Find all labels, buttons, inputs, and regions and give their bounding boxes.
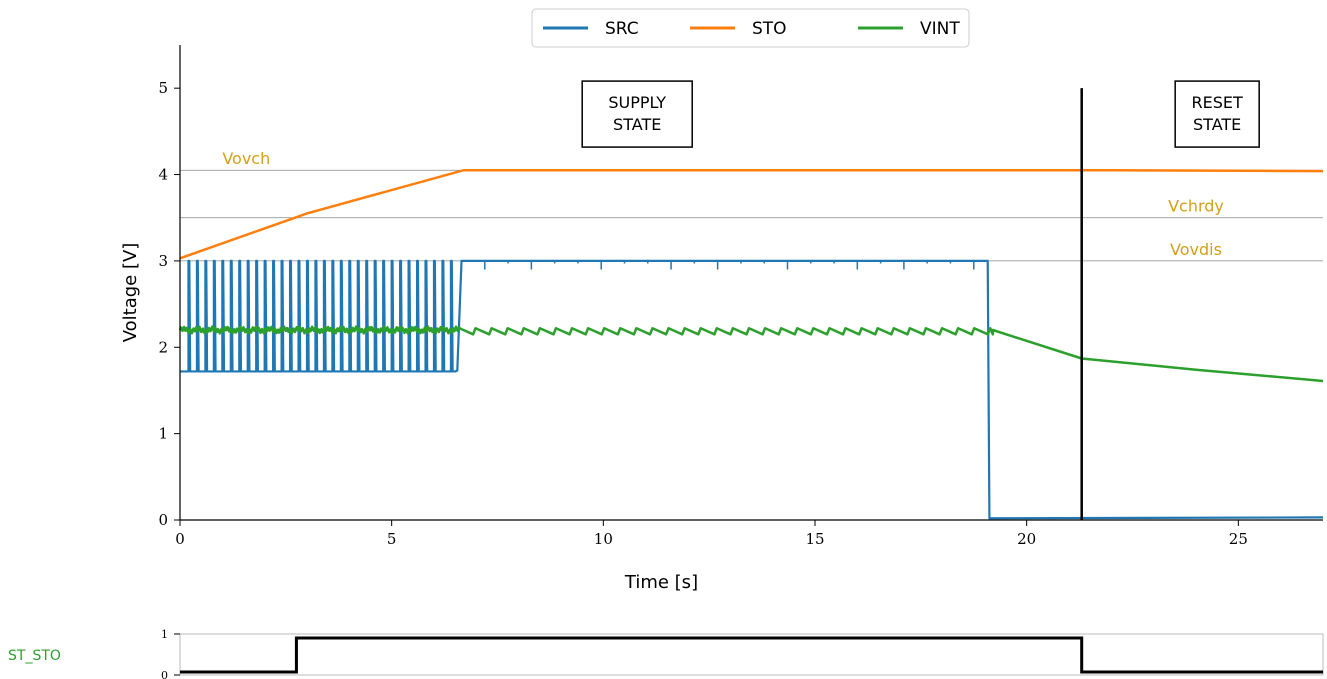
legend: SRC STO VINT [531,8,970,48]
state-label-1: STATE [1193,115,1241,134]
legend-label-src: SRC [605,19,639,39]
state-label-0: SUPPLY [608,93,666,112]
threshold-label-vovdis: Vovdis [1170,240,1222,259]
legend-label-sto: STO [752,19,787,39]
y-tick-label: 0 [158,511,168,529]
x-axis-title: Time [s] [624,572,698,593]
st-sto-label: ST_STO [8,648,61,664]
y-axis-title: Voltage [V] [120,243,141,343]
x-tick-label: 0 [175,530,185,548]
y-tick-label: 3 [158,252,168,270]
x-tick-label: 5 [387,530,397,548]
threshold-label-vchrdy: Vchrdy [1168,197,1224,216]
legend-frame [531,8,970,48]
y-tick-label: 1 [158,425,168,443]
series-sto-line [179,168,1324,260]
st-sto-y-tick-label: 0 [161,669,168,679]
series-src-line [180,259,1324,520]
st-sto-y-tick-label: 1 [161,628,168,641]
main-plot: Vovch Vchrdy Vovdis SUPPLY STATE RESET STATE 0 5… [120,8,1324,593]
series-vint-line [178,325,1324,383]
threshold-label-vovch: Vovch [222,149,270,168]
y-tick-label: 4 [158,166,168,184]
st-sto-plot: 0 1 ST_STO [8,628,1324,679]
state-box-1 [1174,80,1260,148]
state-label-1: RESET [1192,93,1243,112]
x-tick-label: 10 [594,530,613,548]
y-tick-label: 2 [158,338,168,356]
series-st-sto-line [180,636,1323,674]
st-sto-frame [179,633,1324,676]
x-tick-label: 25 [1229,530,1248,548]
x-tick-label: 15 [805,530,824,548]
state-label-0: STATE [613,115,661,134]
legend-label-vint: VINT [920,19,960,39]
y-tick-label: 5 [158,79,168,97]
state-box-0 [581,80,693,148]
x-tick-label: 20 [1017,530,1036,548]
